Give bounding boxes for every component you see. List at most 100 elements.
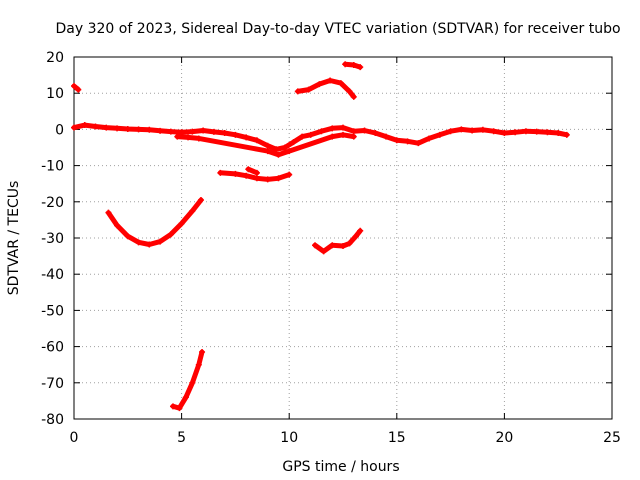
- axis-ticks: [73, 56, 613, 420]
- data-point: [383, 133, 390, 140]
- data-point: [114, 125, 121, 132]
- data-point: [275, 175, 282, 182]
- series-top-dash: [342, 61, 364, 71]
- data-point: [253, 175, 260, 182]
- x-tick-label: 25: [603, 430, 621, 446]
- x-tick-label: 0: [70, 430, 79, 446]
- y-tick-label: 0: [55, 122, 64, 138]
- data-point: [342, 61, 349, 68]
- y-tick-label: -70: [41, 376, 64, 392]
- data-point: [253, 137, 260, 144]
- data-point: [329, 125, 336, 132]
- data-point: [533, 128, 540, 135]
- data-point: [404, 138, 411, 145]
- y-tick-label: -10: [41, 159, 64, 175]
- x-tick-label: 10: [280, 430, 298, 446]
- x-tick-label: 20: [495, 430, 513, 446]
- data-point: [357, 64, 364, 71]
- data-point: [157, 127, 164, 134]
- data-point: [312, 242, 319, 249]
- data-point: [286, 171, 293, 178]
- data-point: [563, 131, 570, 138]
- series-arc-dip: [105, 196, 204, 248]
- data-point: [103, 124, 110, 131]
- data-point: [92, 123, 99, 130]
- data-point: [361, 127, 368, 134]
- series-line: [312, 228, 363, 254]
- series-mid-segment-spur: [245, 166, 260, 176]
- data-point: [185, 134, 192, 141]
- data-point: [71, 124, 77, 131]
- data-point: [281, 144, 288, 151]
- data-point: [195, 135, 202, 142]
- series-steep-rise: [169, 349, 206, 412]
- series-lower-right-segment: [312, 227, 364, 255]
- data-point: [350, 61, 357, 68]
- data-point: [372, 130, 379, 137]
- data-point: [340, 124, 346, 131]
- data-point: [337, 80, 344, 87]
- data-point: [327, 77, 334, 84]
- data-point: [544, 129, 551, 136]
- data-point: [174, 133, 181, 140]
- data-point: [178, 129, 185, 136]
- data-point: [182, 394, 189, 401]
- data-point: [350, 93, 357, 100]
- data-point: [415, 140, 422, 147]
- data-point: [146, 126, 153, 133]
- data-point: [340, 242, 346, 249]
- data-point: [199, 349, 206, 356]
- data-point: [189, 207, 196, 214]
- data-point: [264, 142, 271, 149]
- y-tick-label: -80: [41, 412, 64, 428]
- data-point: [316, 81, 323, 88]
- series-mid-segment: [217, 169, 293, 183]
- y-axis-label: SDTVAR / TECUs: [6, 181, 22, 296]
- data-point: [350, 133, 357, 140]
- data-point: [243, 134, 250, 141]
- data-point: [124, 233, 131, 240]
- data-point: [490, 128, 497, 135]
- x-tick-label: 5: [177, 430, 186, 446]
- data-point: [169, 403, 176, 410]
- data-point: [329, 133, 336, 140]
- y-tick-label: -50: [41, 303, 64, 319]
- data-point: [81, 122, 88, 129]
- series-lower-band: [174, 131, 357, 158]
- data-point: [512, 129, 519, 136]
- data-point: [217, 169, 224, 176]
- data-point: [200, 127, 207, 134]
- data-point: [393, 137, 400, 144]
- data-point: [135, 126, 142, 133]
- data-point: [555, 130, 562, 137]
- data-point: [479, 126, 486, 133]
- data-point: [71, 82, 77, 89]
- data-point: [273, 146, 280, 153]
- data-point: [75, 86, 82, 93]
- data-point: [195, 361, 202, 368]
- data-point: [469, 127, 476, 134]
- data-point: [253, 169, 260, 176]
- data-point: [232, 170, 239, 177]
- data-point: [320, 248, 327, 255]
- data-point: [447, 128, 454, 135]
- series-line: [170, 349, 205, 411]
- data-point: [275, 151, 282, 158]
- y-tick-label: -30: [41, 231, 64, 247]
- data-point: [124, 126, 131, 133]
- series-line: [71, 122, 570, 152]
- y-tick-label: 10: [46, 86, 64, 102]
- data-point: [157, 238, 164, 245]
- data-point: [167, 231, 174, 238]
- data-point: [197, 196, 204, 203]
- series-segment-start: [71, 82, 82, 93]
- data-point: [318, 128, 325, 135]
- data-point: [176, 405, 183, 412]
- x-axis-label: GPS time / hours: [282, 459, 399, 475]
- data-point: [146, 241, 153, 248]
- x-tick-label: 15: [388, 430, 406, 446]
- data-point: [114, 222, 121, 229]
- chart-title: Day 320 of 2023, Sidereal Day-to-day VTE…: [55, 21, 620, 37]
- data-point: [232, 131, 239, 138]
- data-point: [167, 128, 174, 135]
